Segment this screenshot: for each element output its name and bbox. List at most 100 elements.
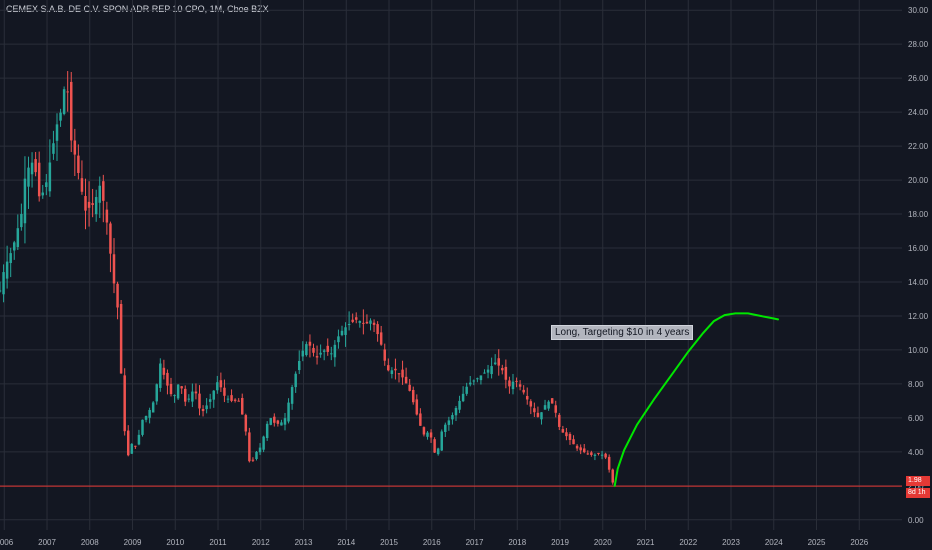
candle-body (205, 405, 208, 410)
candle-body (379, 332, 383, 345)
candle-body (269, 418, 272, 425)
candle-body (590, 452, 593, 455)
candle-body (45, 182, 48, 187)
x-tick-label: 2007 (38, 538, 56, 547)
candle-body (501, 368, 504, 371)
candle-body (522, 389, 525, 393)
candle-body (362, 322, 365, 324)
candle-body (525, 395, 529, 400)
annotation-label[interactable]: Long, Targeting $10 in 4 years (551, 325, 694, 340)
candle-body (230, 395, 233, 401)
x-tick-label: 2010 (166, 538, 184, 547)
candle-body (112, 254, 116, 284)
candle-body (387, 365, 390, 371)
candle-body (240, 397, 244, 415)
candle-body (322, 350, 326, 352)
candle-body (568, 433, 572, 440)
x-tick-label: 2015 (380, 538, 398, 547)
candle-body (404, 376, 408, 384)
candle-body (208, 399, 212, 402)
candle-body (2, 272, 5, 295)
candle-body (219, 380, 223, 388)
candle-body (401, 369, 404, 378)
candle-body (451, 415, 454, 420)
candle-body (458, 400, 461, 410)
y-tick-label: 20.00 (908, 176, 929, 185)
candle-body (308, 341, 312, 346)
candle-body (244, 415, 248, 432)
x-tick-label: 2013 (295, 538, 313, 547)
candle-body (490, 366, 493, 375)
candle-body (201, 408, 205, 412)
candle-body (0, 290, 2, 292)
candle-body (173, 395, 176, 397)
candle-body (116, 283, 119, 308)
candle-body (187, 398, 191, 400)
candle-body (16, 228, 20, 247)
candle-body (166, 372, 169, 386)
candle-body (255, 451, 258, 460)
candle-body (198, 393, 201, 409)
y-tick-label: 14.00 (908, 278, 929, 287)
candlestick-series (0, 71, 614, 485)
x-tick-label: 2020 (594, 538, 612, 547)
candle-body (77, 155, 80, 173)
candle-body (98, 185, 101, 203)
candle-body (426, 432, 429, 437)
candle-body (34, 159, 37, 173)
candle-body (497, 358, 500, 366)
candle-body (126, 430, 130, 456)
x-tick-label: 2016 (423, 538, 441, 547)
candle-body (344, 327, 347, 335)
candle-body (529, 401, 533, 407)
candle-body (461, 393, 465, 402)
candle-body (144, 415, 148, 420)
chart-title: CEMEX S.A.B. DE C.V. SPON ADR REP 10 CPO… (6, 4, 269, 14)
candle-body (419, 413, 422, 426)
candle-body (511, 381, 515, 390)
candle-body (607, 456, 611, 470)
candle-body (191, 391, 194, 402)
candle-body (600, 454, 604, 456)
candle-body (37, 162, 41, 197)
candle-body (515, 380, 518, 382)
candle-body (265, 423, 269, 439)
candle-body (337, 336, 340, 343)
x-tick-label: 2012 (252, 538, 270, 547)
candle-body (536, 412, 540, 417)
candle-body (27, 167, 30, 187)
candle-body (109, 223, 112, 254)
x-tick-label: 2009 (124, 538, 142, 547)
candle-body (508, 380, 511, 387)
candle-body (565, 432, 568, 437)
x-tick-label: 2006 (0, 538, 14, 547)
candle-body (13, 242, 16, 251)
candle-body (301, 350, 305, 357)
candle-body (5, 261, 9, 279)
candle-body (326, 345, 329, 352)
candle-body (383, 349, 386, 361)
y-tick-label: 4.00 (908, 448, 924, 457)
candle-body (41, 192, 44, 196)
candle-body (62, 89, 66, 114)
candle-body (575, 445, 579, 449)
y-tick-label: 24.00 (908, 108, 929, 117)
candle-body (251, 459, 255, 461)
candle-body (472, 380, 476, 382)
candle-body (273, 416, 276, 423)
candle-body (226, 398, 230, 400)
candle-body (59, 112, 62, 121)
candle-body (162, 367, 166, 375)
y-tick-label: 22.00 (908, 142, 929, 151)
candle-body (611, 469, 614, 483)
y-tick-label: 6.00 (908, 414, 924, 423)
candle-body (558, 414, 561, 427)
candle-body (582, 448, 586, 453)
candle-body (258, 447, 262, 453)
candle-body (479, 375, 483, 381)
candle-body (23, 178, 27, 224)
x-axis: 2006 2007 2008 2009 2010 2011 2012 2013 2014 2015… (0, 538, 869, 547)
candle-body (123, 375, 126, 432)
candle-body (586, 453, 590, 455)
